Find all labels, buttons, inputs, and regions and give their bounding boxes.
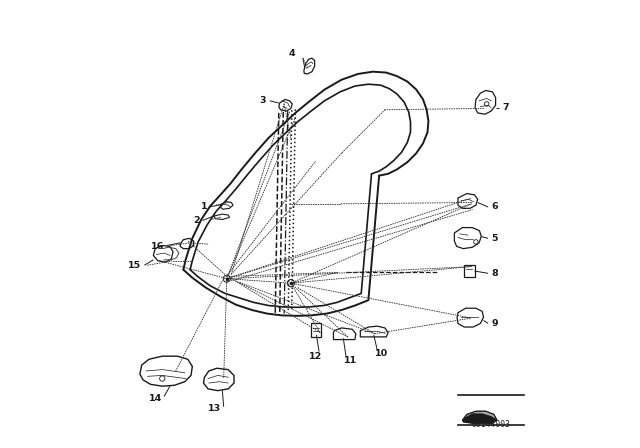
Text: 13: 13 bbox=[208, 404, 221, 413]
Text: 6: 6 bbox=[491, 202, 498, 211]
Text: 1: 1 bbox=[200, 202, 207, 211]
Text: 3: 3 bbox=[260, 96, 266, 105]
Text: 9: 9 bbox=[491, 319, 498, 328]
Text: 5: 5 bbox=[491, 234, 498, 243]
Text: 11: 11 bbox=[344, 356, 357, 365]
Text: 4: 4 bbox=[289, 49, 296, 58]
Polygon shape bbox=[463, 411, 497, 420]
Text: 00144003: 00144003 bbox=[472, 420, 511, 429]
Polygon shape bbox=[463, 411, 497, 423]
Text: 15: 15 bbox=[127, 261, 141, 270]
Text: 2: 2 bbox=[193, 216, 200, 225]
Text: 8: 8 bbox=[491, 269, 498, 278]
Text: 12: 12 bbox=[309, 352, 322, 361]
Text: 14: 14 bbox=[149, 394, 163, 403]
Text: 16: 16 bbox=[151, 242, 164, 251]
Text: 7: 7 bbox=[503, 103, 509, 112]
Text: 10: 10 bbox=[375, 349, 388, 358]
